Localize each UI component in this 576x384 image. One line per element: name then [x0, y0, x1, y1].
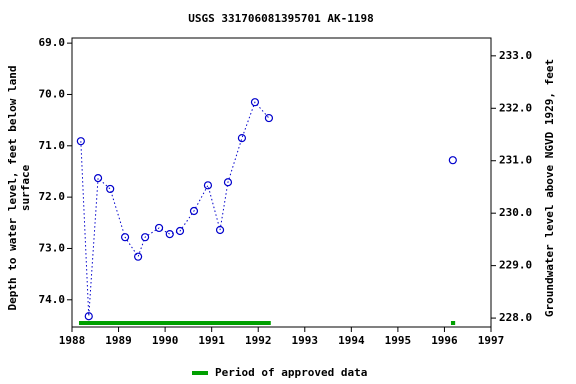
data-point — [134, 252, 143, 261]
data-point — [120, 233, 130, 242]
y-tick-label: 70.0 — [39, 87, 66, 100]
data-point — [189, 206, 199, 216]
data-point — [448, 156, 457, 165]
y2-tick-label: 231.0 — [499, 154, 532, 167]
y-tick-label: 74.0 — [39, 293, 66, 306]
data-point — [154, 223, 164, 233]
x-tick-label: 1989 — [105, 334, 132, 347]
y-tick-label: 71.0 — [39, 139, 66, 152]
x-tick-label: 1992 — [245, 334, 272, 347]
y2-tick-label: 230.0 — [499, 206, 532, 219]
data-point — [264, 113, 274, 123]
y-tick-label: 73.0 — [39, 241, 66, 254]
x-tick-label: 1991 — [198, 334, 225, 347]
y2-tick-label: 232.0 — [499, 101, 532, 114]
data-point — [203, 181, 213, 190]
y-tick-label: 72.0 — [39, 190, 66, 203]
plot-frame — [71, 37, 492, 328]
y2-tick-label: 233.0 — [499, 49, 532, 62]
x-tick-label: 1993 — [292, 334, 319, 347]
x-tick-label: 1997 — [478, 334, 505, 347]
x-tick-label: 1990 — [152, 334, 179, 347]
data-point — [215, 225, 225, 235]
data-point — [76, 137, 85, 146]
y2-tick-label: 228.0 — [499, 311, 532, 324]
x-tick-label: 1988 — [59, 334, 86, 347]
x-tick-label: 1996 — [431, 334, 458, 347]
data-point — [84, 312, 93, 321]
data-point — [106, 184, 115, 194]
data-point — [93, 174, 103, 183]
data-point — [175, 226, 185, 236]
data-point — [250, 98, 260, 107]
chart-title: USGS 331706081395701 AK-1198 — [188, 12, 373, 25]
y2-tick-label: 229.0 — [499, 259, 532, 272]
y-axis-label: Depth to water level, feet below land — [6, 65, 19, 310]
x-tick-label: 1994 — [338, 334, 365, 347]
data-point — [237, 133, 247, 143]
y-tick-label: 69.0 — [39, 36, 66, 49]
data-point — [165, 229, 174, 239]
y-axis-label: surface — [19, 164, 32, 211]
legend-label: Period of approved data — [215, 366, 367, 379]
data-point — [223, 178, 233, 187]
y2-axis-label: Groundwater level above NGVD 1929, feet — [543, 59, 556, 317]
x-tick-label: 1995 — [385, 334, 412, 347]
data-point — [140, 233, 150, 242]
